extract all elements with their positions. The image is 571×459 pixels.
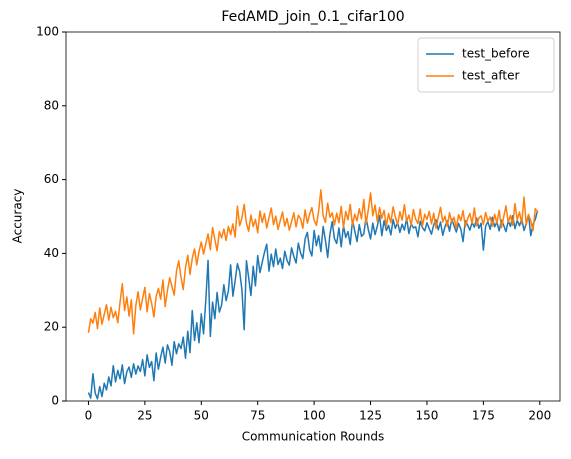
x-tick-label: 100 <box>303 409 326 423</box>
series-line <box>87 189 539 335</box>
y-tick-label: 40 <box>44 246 59 260</box>
x-tick-label: 175 <box>472 409 495 423</box>
plot-frame <box>65 31 561 402</box>
series-line <box>87 210 539 400</box>
chart-title: FedAMD_join_0.1_cifar100 <box>221 9 404 25</box>
legend-label: test_before <box>462 47 530 61</box>
y-tick-label: 60 <box>44 172 59 186</box>
legend-label: test_after <box>462 69 520 83</box>
x-tick-label: 25 <box>137 409 152 423</box>
x-tick-label: 125 <box>359 409 382 423</box>
y-tick-label: 100 <box>36 25 59 39</box>
y-axis-label: Accuracy <box>11 189 25 244</box>
x-tick-label: 150 <box>416 409 439 423</box>
y-tick-label: 0 <box>51 394 59 408</box>
x-tick-label: 75 <box>250 409 265 423</box>
x-tick-label: 200 <box>528 409 551 423</box>
legend-box <box>417 37 555 93</box>
y-tick-label: 20 <box>44 320 59 334</box>
x-tick-label: 0 <box>85 409 93 423</box>
y-tick-label: 80 <box>44 98 59 112</box>
x-tick-label: 50 <box>194 409 209 423</box>
x-axis-label: Communication Rounds <box>242 430 385 444</box>
